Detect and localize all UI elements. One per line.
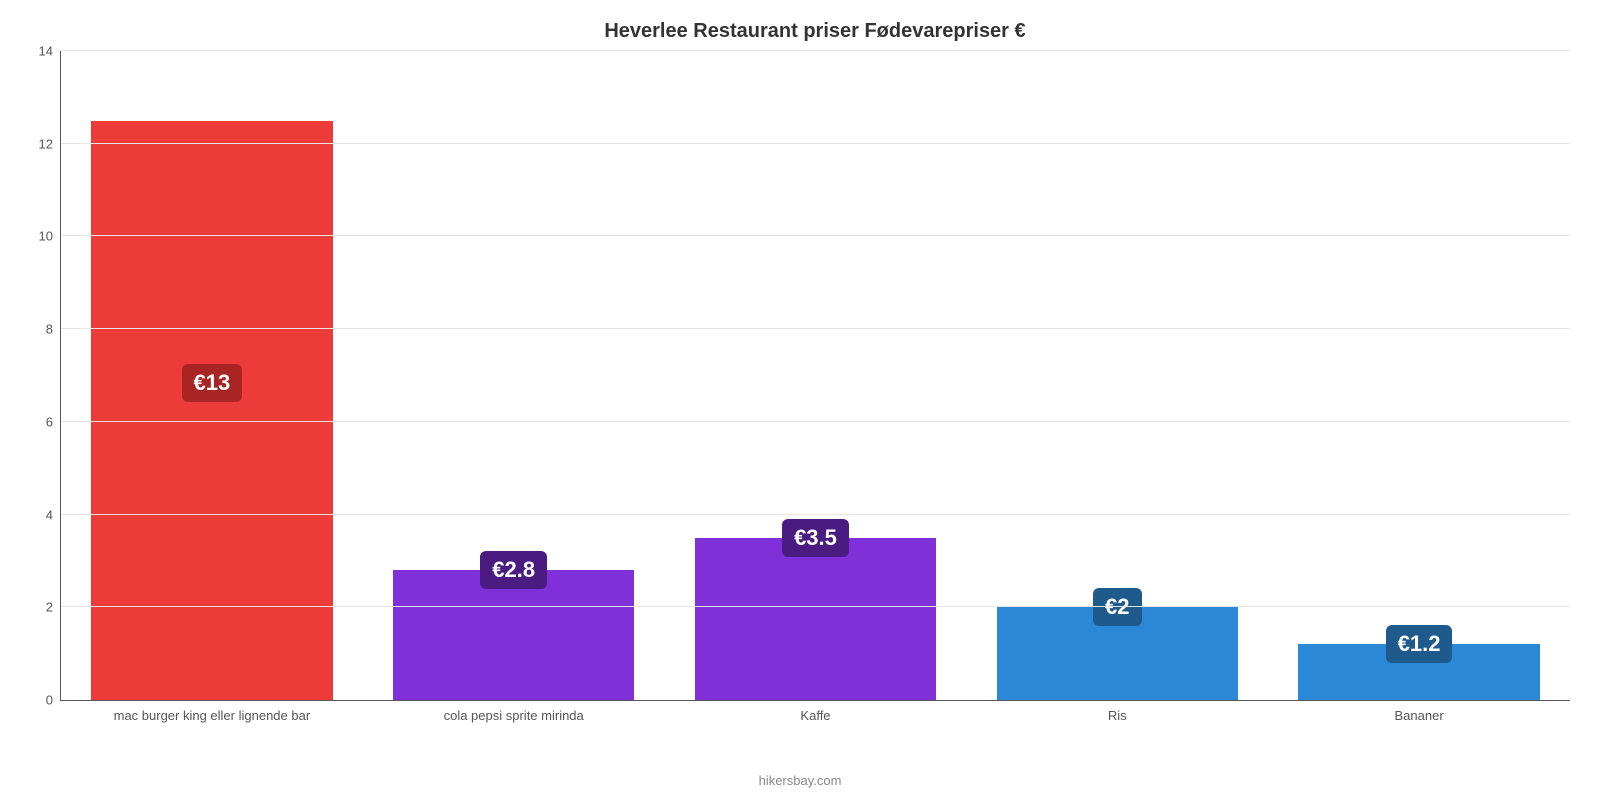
bar: €2.8 [393, 570, 634, 700]
bar-value-badge: €1.2 [1386, 625, 1453, 663]
bar: €1.2 [1298, 644, 1539, 700]
bar-value-badge: €13 [182, 364, 243, 402]
bar-slot: €13mac burger king eller lignende bar [61, 51, 363, 700]
x-tick-label: Kaffe [800, 700, 830, 723]
x-tick-label: mac burger king eller lignende bar [114, 700, 311, 723]
bar-slot: €2Ris [966, 51, 1268, 700]
x-tick-label: Bananer [1395, 700, 1444, 723]
x-tick-label: Ris [1108, 700, 1127, 723]
y-tick-label: 2 [46, 600, 61, 615]
gridline [61, 606, 1570, 607]
bar-value-badge: €3.5 [782, 519, 849, 557]
gridline [61, 328, 1570, 329]
chart-footer: hikersbay.com [0, 773, 1600, 788]
bars-container: €13mac burger king eller lignende bar€2.… [61, 51, 1570, 700]
gridline [61, 50, 1570, 51]
chart-title: Heverlee Restaurant priser Fødevareprise… [60, 20, 1570, 43]
plot-area: €13mac burger king eller lignende bar€2.… [60, 51, 1570, 701]
y-tick-label: 10 [39, 229, 61, 244]
gridline [61, 235, 1570, 236]
x-tick-label: cola pepsi sprite mirinda [444, 700, 584, 723]
bar-value-badge: €2 [1093, 588, 1141, 626]
gridline [61, 514, 1570, 515]
y-tick-label: 8 [46, 322, 61, 337]
price-chart: Heverlee Restaurant priser Fødevareprise… [0, 0, 1600, 800]
y-tick-label: 14 [39, 44, 61, 59]
y-tick-label: 12 [39, 136, 61, 151]
y-tick-label: 6 [46, 414, 61, 429]
bar: €2 [997, 607, 1238, 700]
bar-slot: €2.8cola pepsi sprite mirinda [363, 51, 665, 700]
gridline [61, 421, 1570, 422]
bar-slot: €3.5Kaffe [665, 51, 967, 700]
bar: €13 [91, 121, 332, 700]
bar: €3.5 [695, 538, 936, 700]
y-tick-label: 0 [46, 693, 61, 708]
gridline [61, 143, 1570, 144]
bar-value-badge: €2.8 [480, 551, 547, 589]
y-tick-label: 4 [46, 507, 61, 522]
bar-slot: €1.2Bananer [1268, 51, 1570, 700]
